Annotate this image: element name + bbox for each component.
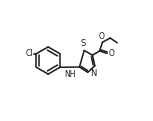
Text: Cl: Cl bbox=[26, 49, 33, 58]
Text: O: O bbox=[108, 49, 114, 58]
Text: NH: NH bbox=[65, 70, 76, 79]
Text: N: N bbox=[90, 69, 96, 78]
Text: O: O bbox=[99, 32, 105, 41]
Text: S: S bbox=[81, 39, 86, 48]
